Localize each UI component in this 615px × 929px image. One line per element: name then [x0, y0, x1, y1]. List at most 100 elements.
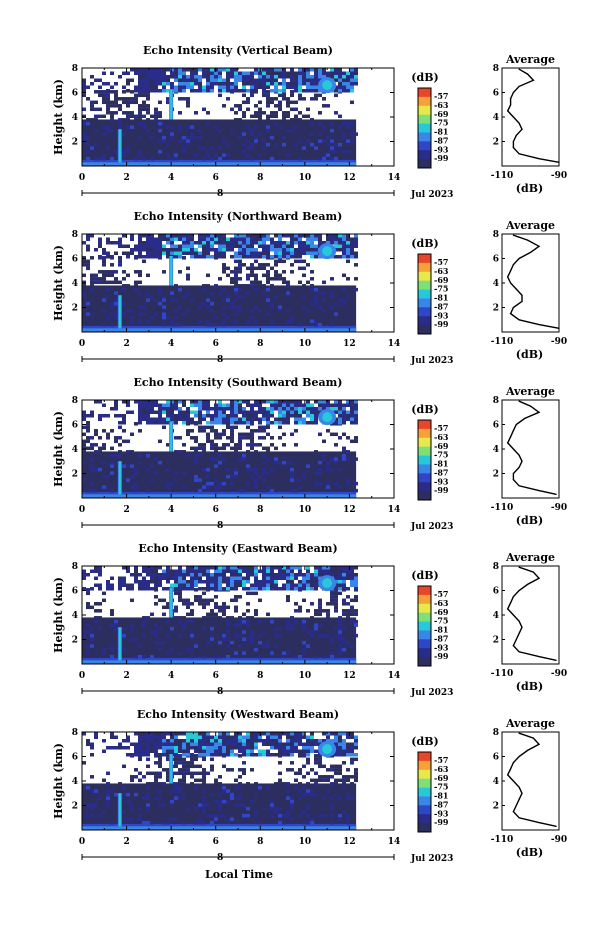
heatmap-cell: [122, 576, 126, 580]
heatmap-cell: [286, 753, 290, 757]
heatmap-cell: [346, 573, 350, 577]
heatmap-cell: [314, 771, 318, 776]
heatmap-cell: [226, 414, 230, 418]
heatmap-cell: [226, 417, 230, 421]
heatmap-cell: [158, 566, 162, 570]
heatmap-cell: [242, 580, 246, 584]
heatmap-cell: [126, 118, 130, 122]
heatmap-cell: [170, 410, 174, 414]
heatmap-cell: [110, 90, 114, 94]
heatmap-cell: [234, 298, 238, 302]
heatmap-cell: [290, 478, 294, 482]
heatmap-cell: [210, 739, 214, 743]
heatmap-cell: [86, 588, 90, 592]
heatmap-cell: [306, 644, 310, 648]
heatmap-cell: [330, 457, 334, 461]
heatmap-cell: [210, 85, 214, 89]
profile-point: [507, 774, 509, 776]
heatmap-cell: [338, 749, 342, 753]
heatmap-cell: [310, 255, 314, 259]
heatmap-cell: [314, 85, 318, 89]
heatmap-cell: [178, 583, 182, 587]
heatmap-cell: [286, 414, 290, 418]
heatmap-cell: [126, 792, 130, 797]
heatmap-cell: [326, 407, 330, 411]
heatmap-cell: [178, 305, 182, 309]
heatmap-cell: [222, 605, 226, 610]
heatmap-cell: [178, 244, 182, 248]
heatmap-cell: [258, 640, 262, 645]
heatmap-cell: [306, 75, 310, 79]
heatmap-cell: [174, 782, 178, 786]
colorbar-swatch: [418, 254, 431, 264]
heatmap-cell: [250, 739, 254, 743]
heatmap-cell: [154, 742, 158, 746]
heatmap-cell: [134, 400, 138, 404]
heatmap-cell: [310, 89, 314, 93]
heatmap-cell: [218, 78, 222, 82]
heatmap-cell: [334, 255, 338, 259]
heatmap-cell: [106, 97, 110, 101]
heatmap-cell: [122, 764, 126, 769]
heatmap-cell: [190, 573, 194, 577]
heatmap-cell: [238, 742, 242, 746]
heatmap-cell: [262, 237, 266, 241]
heatmap-cell: [326, 602, 330, 606]
heatmap-cell: [198, 305, 202, 309]
heatmap-cell: [350, 775, 354, 779]
heatmap-cell: [274, 255, 278, 259]
heatmap-cell: [222, 153, 226, 157]
heatmap-cell: [270, 135, 274, 140]
heatmap-cell: [206, 439, 210, 444]
heatmap-cell: [318, 255, 322, 259]
heatmap-cell: [150, 68, 154, 72]
heatmap-cell: [86, 630, 90, 634]
heatmap-cell: [102, 778, 106, 783]
profile-point: [518, 732, 520, 734]
heatmap-cell: [170, 616, 174, 620]
heatmap-cell: [330, 602, 334, 606]
heatmap-cell: [262, 580, 266, 584]
heatmap-cell: [350, 241, 354, 245]
heatmap-cell: [194, 746, 198, 750]
heatmap-cell: [354, 457, 358, 461]
heatmap-cell: [146, 732, 150, 736]
heatmap-cell: [254, 591, 258, 596]
heatmap-cell: [190, 633, 194, 638]
heatmap-cell: [118, 425, 122, 430]
heatmap-cell: [134, 566, 138, 570]
heatmap-cell: [206, 407, 210, 411]
heatmap-cell: [94, 450, 98, 454]
heatmap-cell: [258, 255, 262, 259]
heatmap-cell: [86, 785, 90, 790]
heatmap-cell: [90, 82, 94, 86]
heatmap-cell: [106, 111, 110, 115]
heatmap-cell: [302, 403, 306, 407]
heatmap-cell: [202, 400, 206, 404]
heatmap-cell: [162, 573, 166, 577]
heatmap-cell: [242, 75, 246, 79]
heatmap-cell: [118, 443, 122, 447]
heatmap-cell: [330, 569, 334, 573]
heatmap-cell: [294, 89, 298, 93]
heatmap-cell: [90, 464, 94, 468]
heatmap-cell: [158, 410, 162, 414]
heatmap-cell: [190, 753, 194, 757]
heatmap-cell: [146, 298, 150, 302]
heatmap-cell: [150, 403, 154, 407]
heatmap-cell: [302, 820, 306, 825]
heatmap-cell: [350, 78, 354, 82]
heatmap-cell: [130, 432, 134, 437]
heatmap-cell: [218, 89, 222, 93]
heatmap-cell: [222, 580, 226, 584]
heatmap-cell: [82, 256, 86, 260]
heatmap-cell: [186, 417, 190, 421]
heatmap-cell: [134, 85, 138, 89]
heatmap-cell: [230, 107, 234, 112]
heatmap-cell: [186, 85, 190, 89]
heatmap-cell: [342, 241, 346, 245]
heatmap-cell: [274, 400, 278, 404]
heatmap-cell: [330, 595, 334, 599]
heatmap-cell: [226, 85, 230, 89]
heatmap-cell: [262, 576, 266, 580]
